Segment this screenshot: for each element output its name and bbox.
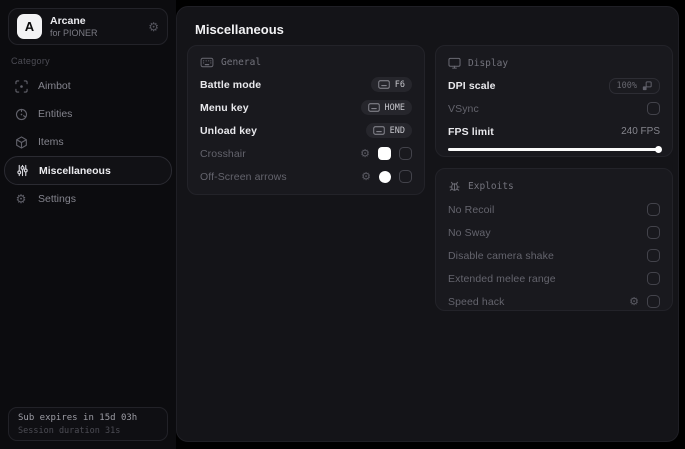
unload-key: END [389, 125, 405, 136]
exploits-header: Exploits [448, 180, 660, 193]
fps-limit-slider-knob[interactable] [655, 146, 662, 153]
unload-keybind[interactable]: END [365, 123, 412, 138]
fps-limit-value: 240 FPS [621, 126, 660, 137]
offscreen-arrows-label: Off-Screen arrows [200, 170, 287, 183]
no-recoil-checkbox[interactable] [647, 203, 660, 216]
menu-key: HOME [384, 102, 405, 113]
disable-camera-shake-row: Disable camera shake [448, 248, 660, 263]
vsync-checkbox[interactable] [647, 102, 660, 115]
app-name: Arcane [50, 14, 86, 27]
sidebar-item-label: Miscellaneous [39, 164, 111, 177]
items-icon [14, 135, 28, 149]
monitor-icon [448, 57, 461, 69]
display-card: Display DPI scale 100% VSync FPS limit 2… [435, 45, 673, 157]
extended-melee-range-label: Extended melee range [448, 272, 556, 285]
unload-key-row: Unload key END [200, 123, 412, 138]
menu-key-row: Menu key HOME [200, 100, 412, 115]
vsync-row: VSync [448, 101, 660, 116]
sidebar: A Arcane for PIONER ⚙ Category Aimbot [0, 0, 176, 449]
no-sway-row: No Sway [448, 225, 660, 240]
main-panel: Miscellaneous General Battle mode F6 Men… [176, 6, 679, 442]
gear-icon[interactable]: ⚙ [148, 19, 159, 34]
crosshair-checkbox[interactable] [399, 147, 412, 160]
crosshair-settings-gear-icon[interactable]: ⚙ [360, 147, 370, 160]
fps-limit-slider[interactable] [448, 146, 662, 153]
crosshair-label: Crosshair [200, 147, 246, 160]
app-subtitle: for PIONER [50, 27, 98, 38]
brand-card: A Arcane for PIONER ⚙ [8, 8, 168, 45]
sliders-icon [15, 164, 29, 178]
keyboard-icon [367, 103, 380, 112]
keyboard-icon [200, 57, 214, 68]
aimbot-icon [14, 79, 28, 93]
offscreen-arrows-checkbox[interactable] [399, 170, 412, 183]
speed-hack-checkbox[interactable] [647, 295, 660, 308]
settings-gear-icon: ⚙ [15, 192, 27, 206]
page-title: Miscellaneous [195, 22, 284, 37]
sidebar-item-label: Settings [38, 193, 76, 205]
sidebar-item-label: Items [38, 136, 64, 148]
offscreen-arrows-settings-gear-icon[interactable]: ⚙ [361, 170, 371, 183]
crosshair-color-swatch[interactable] [378, 147, 391, 160]
fps-limit-label: FPS limit [448, 125, 494, 138]
fps-limit-row: FPS limit 240 FPS [448, 124, 660, 139]
battle-mode-key: F6 [394, 79, 405, 90]
sidebar-item-label: Entities [38, 108, 73, 120]
offscreen-arrows-color-swatch[interactable] [379, 170, 391, 183]
keyboard-icon [378, 80, 390, 89]
app-logo-letter: A [24, 19, 35, 34]
category-label: Category [11, 56, 50, 66]
battle-mode-label: Battle mode [200, 78, 262, 91]
sidebar-item-miscellaneous[interactable]: Miscellaneous [4, 156, 172, 185]
speed-hack-row: Speed hack ⚙ [448, 294, 660, 309]
session-duration-text: Session duration 31s [18, 426, 121, 436]
display-header: Display [448, 57, 660, 69]
general-header-label: General [221, 57, 262, 68]
battle-mode-keybind[interactable]: F6 [370, 77, 412, 92]
sidebar-item-aimbot[interactable]: Aimbot [0, 72, 176, 100]
battle-mode-row: Battle mode F6 [200, 77, 412, 92]
exploits-card: Exploits No Recoil No Sway Disable camer… [435, 168, 673, 311]
display-header-label: Display [468, 57, 509, 69]
no-recoil-row: No Recoil [448, 202, 660, 217]
exploits-header-label: Exploits [468, 181, 514, 192]
dpi-scale-row: DPI scale 100% [448, 77, 660, 94]
disable-camera-shake-label: Disable camera shake [448, 249, 554, 262]
no-sway-checkbox[interactable] [647, 226, 660, 239]
dpi-scale-badge[interactable]: 100% [608, 77, 660, 94]
no-sway-label: No Sway [448, 226, 491, 239]
sidebar-item-entities[interactable]: Entities [0, 100, 176, 128]
brand-text: Arcane for PIONER [50, 15, 148, 38]
vsync-label: VSync [448, 102, 479, 115]
no-recoil-label: No Recoil [448, 203, 495, 216]
unload-key-label: Unload key [200, 124, 258, 137]
app-logo: A [17, 14, 42, 39]
speed-hack-label: Speed hack [448, 295, 505, 308]
extended-melee-range-checkbox[interactable] [647, 272, 660, 285]
menu-key-label: Menu key [200, 101, 249, 114]
speed-hack-settings-gear-icon[interactable]: ⚙ [629, 295, 639, 308]
extended-melee-range-row: Extended melee range [448, 271, 660, 286]
fps-limit-slider-fill [448, 148, 660, 151]
sub-expiry-text: Sub expires in 15d 03h [18, 413, 138, 423]
entities-icon [14, 107, 28, 121]
sidebar-item-items[interactable]: Items [0, 128, 176, 156]
crosshair-row: Crosshair ⚙ [200, 146, 412, 161]
offscreen-arrows-row: Off-Screen arrows ⚙ [200, 169, 412, 184]
category-nav: Aimbot Entities Items [0, 72, 176, 213]
dpi-scale-value: 100% [616, 80, 637, 91]
bug-icon [449, 181, 460, 191]
keyboard-icon [372, 126, 385, 135]
menu-keybind[interactable]: HOME [360, 100, 412, 115]
subscription-card: Sub expires in 15d 03h Session duration … [8, 407, 168, 441]
general-header: General [200, 57, 412, 68]
disable-camera-shake-checkbox[interactable] [647, 249, 660, 262]
general-card: General Battle mode F6 Menu key HOME Unl… [187, 45, 425, 195]
sidebar-item-settings[interactable]: ⚙ Settings [0, 185, 176, 213]
sidebar-item-label: Aimbot [38, 80, 71, 92]
scaling-icon [642, 80, 652, 90]
dpi-scale-label: DPI scale [448, 79, 496, 92]
